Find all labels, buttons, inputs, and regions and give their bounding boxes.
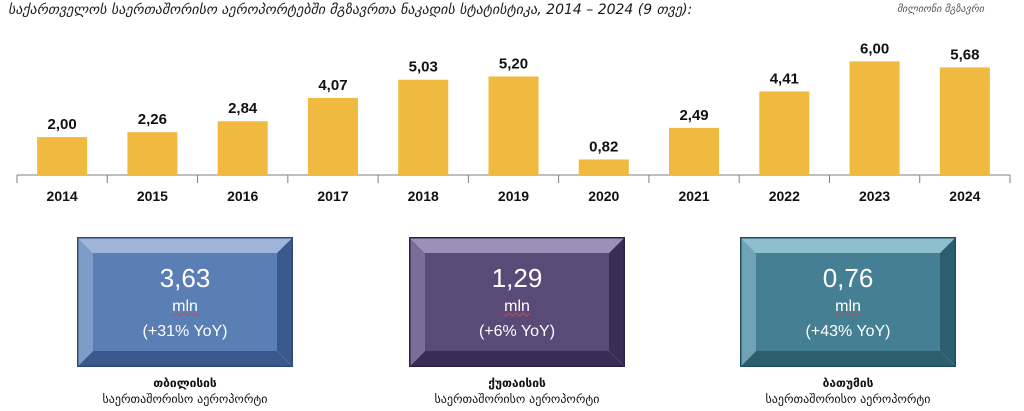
bar-2020 xyxy=(578,159,629,175)
card-bevel xyxy=(77,237,293,367)
bar-2019 xyxy=(488,76,539,175)
bar-2023 xyxy=(849,61,900,176)
card-unit: mln xyxy=(504,298,530,315)
tbilisi-caption: თბილისის საერთაშორისო აეროპორტი xyxy=(77,376,293,406)
bevel-top xyxy=(77,237,293,253)
data-label-2023: 6,00 xyxy=(860,40,889,57)
card-unit: mln xyxy=(172,298,198,315)
bevel-left xyxy=(740,237,756,367)
data-label-2021: 2,49 xyxy=(679,107,708,124)
tick-label-2024: 2024 xyxy=(949,188,980,204)
kutaisi-card: 1,29 mln (+6% YoY) xyxy=(409,237,625,367)
chart-title: საქართველოს საერთაშორისო აეროპორტებში მგ… xyxy=(8,2,693,18)
data-label-2020: 0,82 xyxy=(589,138,618,155)
bevel-top xyxy=(409,237,625,253)
tick-label-2016: 2016 xyxy=(227,188,258,204)
bar-2017 xyxy=(307,97,358,175)
card-bevel xyxy=(740,237,956,367)
bar-2018 xyxy=(398,79,449,175)
bevel-left xyxy=(409,237,425,367)
tick-label-2020: 2020 xyxy=(588,188,619,204)
data-label-2019: 5,20 xyxy=(499,56,528,73)
caption-city: ბათუმის xyxy=(822,376,874,390)
tick-label-2021: 2021 xyxy=(678,188,709,204)
caption-city: თბილისის xyxy=(153,376,217,390)
card-value: 0,76 xyxy=(822,263,874,293)
tick-label-2015: 2015 xyxy=(137,188,168,204)
caption-text: საერთაშორისო აეროპორტი xyxy=(434,392,600,406)
bar-2016 xyxy=(217,121,268,175)
tick-label-2017: 2017 xyxy=(317,188,348,204)
bevel-left xyxy=(77,237,93,367)
data-label-2024: 5,68 xyxy=(950,46,979,63)
bar-2022 xyxy=(759,91,810,175)
bevel-right xyxy=(609,237,625,367)
bar-2024 xyxy=(939,67,990,175)
bevel-right xyxy=(277,237,293,367)
tick-label-2014: 2014 xyxy=(47,188,78,204)
card-unit: mln xyxy=(835,298,861,315)
bevel-top xyxy=(740,237,956,253)
card-border xyxy=(409,237,625,367)
card-face xyxy=(756,253,940,351)
tick-label-2023: 2023 xyxy=(859,188,890,204)
tick-label-2018: 2018 xyxy=(408,188,439,204)
card-value: 3,63 xyxy=(159,263,211,293)
batumi-card: 0,76 mln (+43% YoY) xyxy=(740,237,956,367)
data-label-2015: 2,26 xyxy=(138,111,167,128)
card-change: (+43% YoY) xyxy=(805,323,891,340)
card-change: (+6% YoY) xyxy=(478,323,556,340)
bar-chart: 2,00 2014 2,26 2015 2,84 2016 4,07 2017 5,03 2018… xyxy=(16,40,1011,204)
card-bevel xyxy=(409,237,625,367)
card-value: 1,29 xyxy=(491,263,543,293)
card-border xyxy=(740,237,956,367)
bar-2021 xyxy=(669,127,720,175)
caption-text: საერთაშორისო აეროპორტი xyxy=(102,392,268,406)
bevel-bottom xyxy=(77,351,293,367)
tick-label-2022: 2022 xyxy=(769,188,800,204)
data-label-2022: 4,41 xyxy=(770,70,799,87)
bevel-right xyxy=(940,237,956,367)
data-label-2017: 4,07 xyxy=(318,77,347,94)
bevel-bottom xyxy=(409,351,625,367)
kutaisi-caption: ქუთაისის საერთაშორისო აეროპორტი xyxy=(409,376,625,406)
caption-city: ქუთაისის xyxy=(488,376,546,390)
card-border xyxy=(77,237,293,367)
tbilisi-card: 3,63 mln (+31% YoY) xyxy=(77,237,293,367)
data-label-2016: 2,84 xyxy=(228,100,258,117)
tick-label-2019: 2019 xyxy=(498,188,529,204)
unit-note: მილიონი მგზავრი xyxy=(896,4,984,15)
card-change: (+31% YoY) xyxy=(142,323,228,340)
card-face xyxy=(425,253,609,351)
data-label-2014: 2,00 xyxy=(48,116,77,133)
card-face xyxy=(93,253,277,351)
caption-text: საერთაშორისო აეროპორტი xyxy=(765,392,931,406)
bar-2015 xyxy=(127,132,178,175)
bar-2014 xyxy=(37,137,88,175)
bevel-bottom xyxy=(740,351,956,367)
batumi-caption: ბათუმის საერთაშორისო აეროპორტი xyxy=(740,376,956,406)
data-label-2018: 5,03 xyxy=(409,59,438,76)
